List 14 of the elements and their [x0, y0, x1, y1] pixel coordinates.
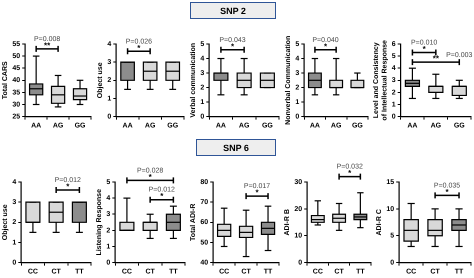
text: SNP 2 — [220, 6, 246, 16]
annotation: * — [66, 182, 70, 192]
annotation: * — [137, 43, 142, 52]
text: SNP 6 — [223, 142, 249, 152]
annotation: ** — [44, 40, 52, 50]
text: * — [348, 168, 352, 178]
annotation: * — [446, 187, 450, 196]
annotation: ** — [432, 54, 440, 64]
annotation: * — [422, 44, 427, 54]
annotation: * — [230, 42, 235, 51]
annotation: * — [256, 188, 260, 198]
text: * — [148, 172, 153, 182]
annotation: * — [324, 42, 328, 51]
annotation: * — [160, 192, 164, 201]
